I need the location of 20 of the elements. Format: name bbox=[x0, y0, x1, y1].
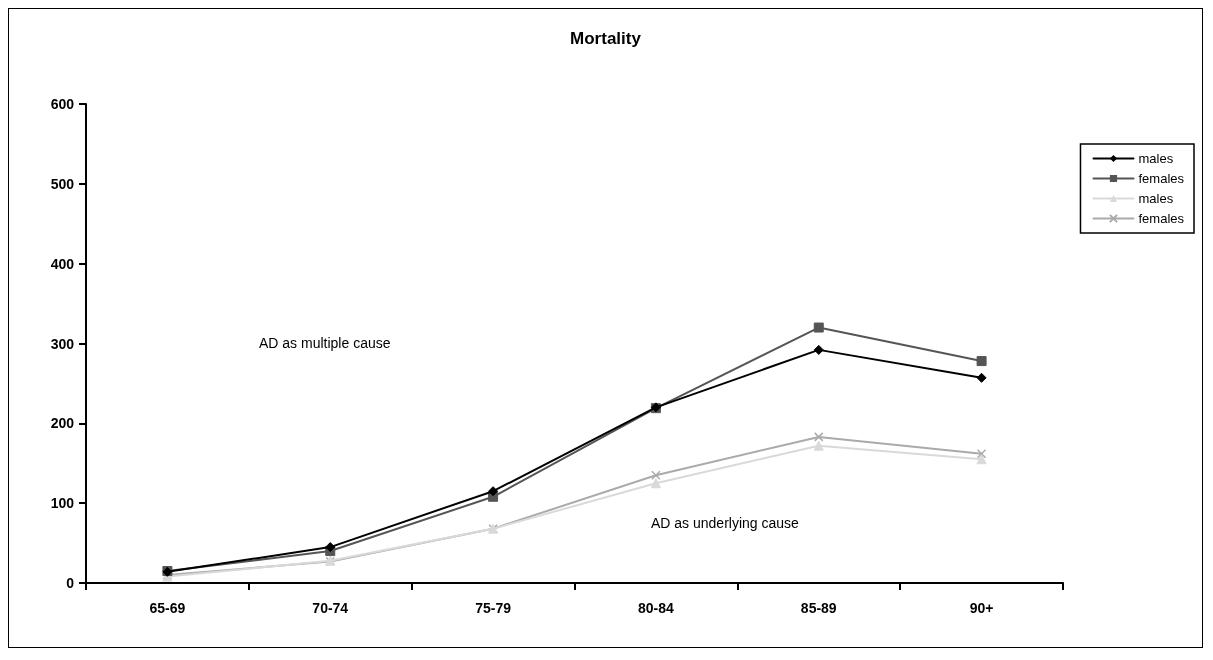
legend-label: males bbox=[1138, 151, 1174, 166]
y-tick-label: 600 bbox=[50, 96, 75, 112]
y-tick-label: 200 bbox=[50, 415, 75, 432]
annotation: AD as multiple cause bbox=[259, 335, 391, 351]
y-tick-label: 300 bbox=[50, 335, 75, 352]
x-tick-label: 70-74 bbox=[312, 600, 349, 616]
annotation: AD as underlying cause bbox=[651, 515, 800, 531]
y-tick-label: 0 bbox=[66, 575, 75, 591]
y-tick-label: 500 bbox=[50, 175, 75, 192]
y-tick-label: 400 bbox=[50, 255, 75, 272]
x-tick-label: 65-69 bbox=[149, 600, 186, 616]
legend-label: females bbox=[1138, 171, 1185, 186]
y-tick-label: 100 bbox=[50, 495, 75, 512]
x-tick-label: 75-79 bbox=[475, 600, 512, 616]
legend-label: males bbox=[1138, 191, 1174, 206]
x-tick-label: 80-84 bbox=[638, 600, 675, 616]
x-tick-label: 90+ bbox=[969, 600, 994, 616]
chart-title: Mortality bbox=[570, 29, 642, 48]
x-tick-label: 85-89 bbox=[800, 600, 837, 616]
legend-label: females bbox=[1138, 211, 1185, 226]
